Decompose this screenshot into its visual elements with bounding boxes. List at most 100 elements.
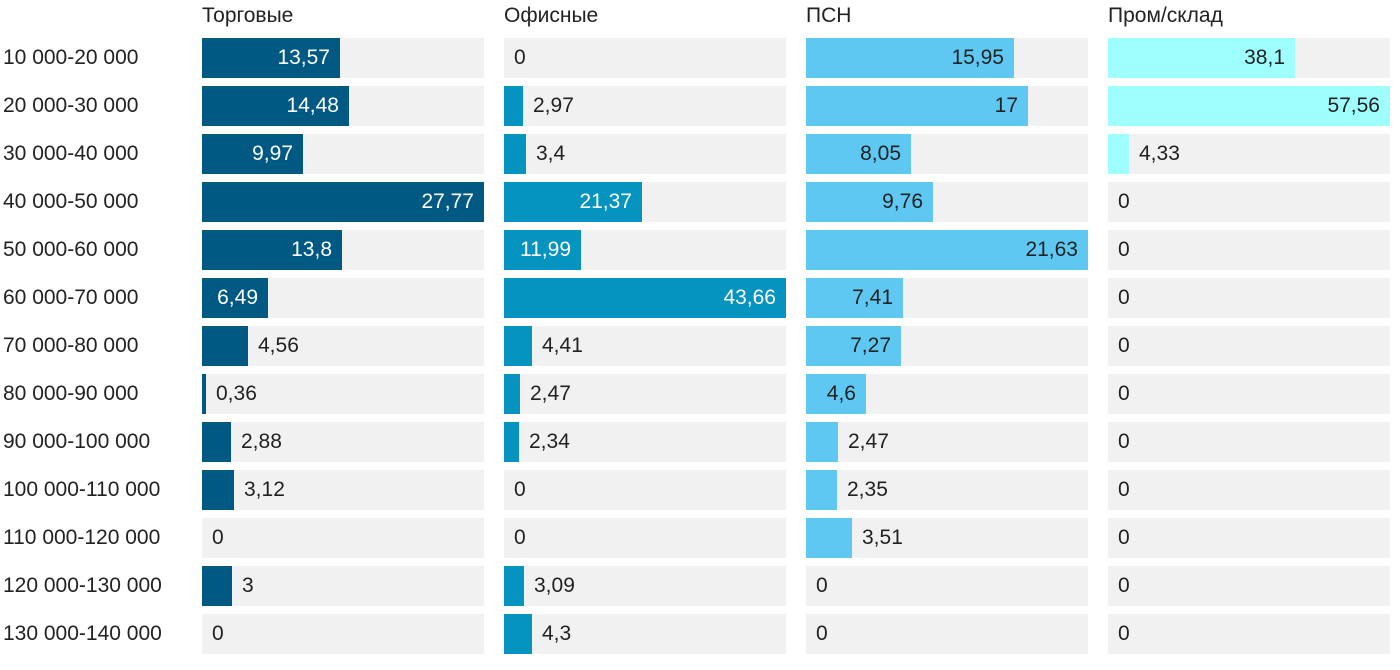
- bar-track: 0: [1108, 230, 1390, 270]
- bar-track: 21,37: [504, 182, 786, 222]
- bar-value-label: 6,49: [217, 286, 258, 309]
- row-label: 50 000-60 000: [3, 238, 139, 261]
- bar-value-label: 4,33: [1139, 142, 1180, 165]
- bar: [202, 326, 248, 366]
- row-label: 20 000-30 000: [3, 94, 139, 117]
- bar-value-label: 0: [1118, 574, 1130, 597]
- bar-track: 11,99: [504, 230, 786, 270]
- bar-track: 3,09: [504, 566, 786, 606]
- bar-value-label: 9,97: [252, 142, 293, 165]
- bar-track: 2,47: [504, 374, 786, 414]
- bar-value-label: 21,63: [1025, 238, 1078, 261]
- bar-value-label: 3,12: [244, 478, 285, 501]
- row-label: 100 000-110 000: [3, 478, 161, 501]
- bar-track: 3,51: [806, 518, 1088, 558]
- row-label: 80 000-90 000: [3, 382, 139, 405]
- bar-value-label: 0,36: [216, 382, 257, 405]
- row-label: 30 000-40 000: [3, 142, 139, 165]
- bar-track: 0: [806, 614, 1088, 654]
- bar-value-label: 2,34: [529, 430, 570, 453]
- bar-track: 9,76: [806, 182, 1088, 222]
- bar: [202, 230, 342, 270]
- bar: [504, 182, 642, 222]
- bar-track: 2,97: [504, 86, 786, 126]
- bar-track: 0: [504, 38, 786, 78]
- bar: [806, 182, 933, 222]
- bar-value-label: 21,37: [579, 190, 632, 213]
- bar: [504, 566, 524, 606]
- bar-track: 43,66: [504, 278, 786, 318]
- bar: [504, 422, 519, 462]
- bar-value-label: 11,99: [520, 238, 571, 261]
- bar: [504, 614, 532, 654]
- bar-track: 4,56: [202, 326, 484, 366]
- bar: [1108, 38, 1295, 78]
- bar-track: 0: [1108, 422, 1390, 462]
- bar: [202, 182, 484, 222]
- bar: [806, 422, 838, 462]
- bar-track: 4,6: [806, 374, 1088, 414]
- bar-value-label: 0: [1118, 430, 1130, 453]
- bar-value-label: 0: [1118, 526, 1130, 549]
- bar: [504, 86, 523, 126]
- bar-value-label: 2,35: [847, 478, 888, 501]
- bar-value-label: 4,41: [542, 334, 583, 357]
- bar-track: 17: [806, 86, 1088, 126]
- series-title: Пром/склад: [1108, 4, 1223, 27]
- bar-track: 3,12: [202, 470, 484, 510]
- bar: [202, 470, 234, 510]
- bar: [504, 374, 520, 414]
- bar-track: 2,35: [806, 470, 1088, 510]
- bar: [806, 38, 1014, 78]
- bar-value-label: 27,77: [421, 190, 474, 213]
- bar-value-label: 3: [242, 574, 254, 597]
- bar-value-label: 4,3: [542, 622, 572, 645]
- row-label: 130 000-140 000: [3, 622, 162, 645]
- row-label: 120 000-130 000: [3, 574, 162, 597]
- bar-value-label: 0: [1118, 286, 1130, 309]
- bar-value-label: 13,57: [277, 46, 330, 69]
- bar: [202, 374, 206, 414]
- bar-track: 13,57: [202, 38, 484, 78]
- bar-value-label: 0: [514, 478, 526, 501]
- bar-track: 0: [1108, 566, 1390, 606]
- bar-value-label: 0: [1118, 238, 1130, 261]
- bar-track: 0: [1108, 182, 1390, 222]
- bar: [202, 278, 268, 318]
- bar: [504, 326, 532, 366]
- bar-value-label: 4,6: [826, 382, 856, 405]
- bar-value-label: 3,4: [536, 142, 566, 165]
- bar-track: 57,56: [1108, 86, 1390, 126]
- bar-value-label: 0: [816, 574, 828, 597]
- bar-track: 0: [806, 566, 1088, 606]
- series-title: Торговые: [202, 4, 294, 27]
- row-label: 110 000-120 000: [3, 526, 161, 549]
- bar-track: 0: [1108, 278, 1390, 318]
- bar-value-label: 0: [1118, 190, 1130, 213]
- bar: [806, 86, 1028, 126]
- row-label: 70 000-80 000: [3, 334, 139, 357]
- row-label: 10 000-20 000: [3, 46, 139, 69]
- bar-value-label: 13,8: [291, 238, 332, 261]
- bar-value-label: 43,66: [723, 286, 776, 309]
- bar-value-label: 0: [816, 622, 828, 645]
- series-title: Офисные: [504, 4, 599, 27]
- bar-value-label: 0: [1118, 622, 1130, 645]
- bar: [1108, 134, 1129, 174]
- bar-track: 0: [504, 470, 786, 510]
- bar-track: 4,33: [1108, 134, 1390, 174]
- bar: [202, 38, 340, 78]
- bar-value-label: 0: [1118, 478, 1130, 501]
- bar: [202, 566, 232, 606]
- bar-track: 2,34: [504, 422, 786, 462]
- row-label: 90 000-100 000: [3, 430, 151, 453]
- bar-track: 0: [1108, 470, 1390, 510]
- row-label: 60 000-70 000: [3, 286, 139, 309]
- bar: [806, 518, 852, 558]
- bar-track: 13,8: [202, 230, 484, 270]
- bar-track: 6,49: [202, 278, 484, 318]
- bar-track: 4,3: [504, 614, 786, 654]
- bar-track: 38,1: [1108, 38, 1390, 78]
- bar: [504, 230, 581, 270]
